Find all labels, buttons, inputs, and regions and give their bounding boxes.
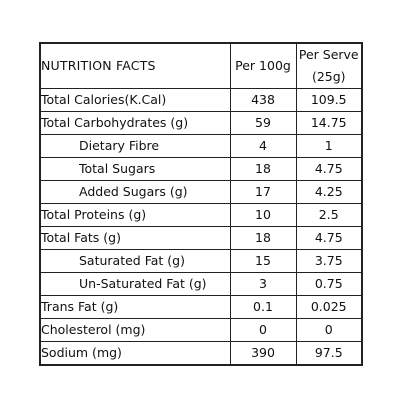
nutrient-label: Total Sugars — [39, 157, 231, 181]
nutrient-label: Total Carbohydrates (g) — [39, 111, 231, 135]
value-per-100g: 18 — [229, 226, 297, 250]
table-row: Cholesterol (mg) 0 0 — [39, 318, 363, 342]
nutrient-label: Saturated Fat (g) — [39, 249, 231, 273]
nutrition-facts-table: NUTRITION FACTS Per 100g Per Serve (25g)… — [39, 42, 363, 366]
table-row: Dietary Fibre 4 1 — [39, 134, 363, 158]
value-per-serve: 4.75 — [295, 157, 363, 181]
value-per-100g: 15 — [229, 249, 297, 273]
nutrient-label: Un-Saturated Fat (g) — [39, 272, 231, 296]
value-per-100g: 59 — [229, 111, 297, 135]
value-per-100g: 10 — [229, 203, 297, 227]
value-per-100g: 4 — [229, 134, 297, 158]
column-header-per-100g: Per 100g — [229, 42, 297, 89]
value-per-100g: 438 — [229, 88, 297, 112]
nutrient-label: Total Fats (g) — [39, 226, 231, 250]
table-header-row: NUTRITION FACTS Per 100g Per Serve (25g) — [39, 42, 363, 89]
value-per-serve: 14.75 — [295, 111, 363, 135]
table-row: Total Carbohydrates (g) 59 14.75 — [39, 111, 363, 135]
value-per-serve: 97.5 — [295, 341, 363, 366]
value-per-100g: 0.1 — [229, 295, 297, 319]
value-per-serve: 0.75 — [295, 272, 363, 296]
value-per-100g: 18 — [229, 157, 297, 181]
table-row: Trans Fat (g) 0.1 0.025 — [39, 295, 363, 319]
table-row: Added Sugars (g) 17 4.25 — [39, 180, 363, 204]
nutrient-label: Cholesterol (mg) — [39, 318, 231, 342]
nutrient-label: Total Calories(K.Cal) — [39, 88, 231, 112]
nutrient-label: Total Proteins (g) — [39, 203, 231, 227]
value-per-serve: 1 — [295, 134, 363, 158]
table-row: Un-Saturated Fat (g) 3 0.75 — [39, 272, 363, 296]
value-per-100g: 3 — [229, 272, 297, 296]
nutrition-panel: NUTRITION FACTS Per 100g Per Serve (25g)… — [39, 42, 363, 366]
per-serve-size: (25g) — [311, 69, 346, 84]
table-title: NUTRITION FACTS — [39, 42, 231, 89]
table-row: Saturated Fat (g) 15 3.75 — [39, 249, 363, 273]
value-per-serve: 109.5 — [295, 88, 363, 112]
value-per-serve: 4.25 — [295, 180, 363, 204]
nutrient-label: Dietary Fibre — [39, 134, 231, 158]
value-per-serve: 0 — [295, 318, 363, 342]
value-per-100g: 390 — [229, 341, 297, 366]
nutrient-label: Added Sugars (g) — [39, 180, 231, 204]
value-per-serve: 0.025 — [295, 295, 363, 319]
value-per-serve: 3.75 — [295, 249, 363, 273]
nutrient-label: Trans Fat (g) — [39, 295, 231, 319]
per-serve-label: Per Serve — [298, 47, 359, 62]
table-row: Total Calories(K.Cal) 438 109.5 — [39, 88, 363, 112]
table-row: Sodium (mg) 390 97.5 — [39, 341, 363, 366]
value-per-serve: 4.75 — [295, 226, 363, 250]
table-row: Total Proteins (g) 10 2.5 — [39, 203, 363, 227]
value-per-serve: 2.5 — [295, 203, 363, 227]
table-row: Total Sugars 18 4.75 — [39, 157, 363, 181]
nutrient-label: Sodium (mg) — [39, 341, 231, 366]
table-row: Total Fats (g) 18 4.75 — [39, 226, 363, 250]
column-header-per-serve: Per Serve (25g) — [295, 42, 363, 89]
value-per-100g: 0 — [229, 318, 297, 342]
value-per-100g: 17 — [229, 180, 297, 204]
